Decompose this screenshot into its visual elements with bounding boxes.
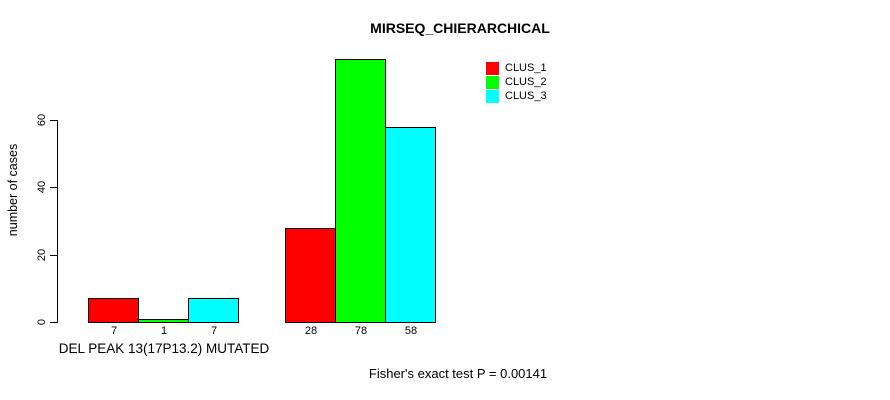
y-axis-tick-label: 20 xyxy=(36,248,48,262)
legend: CLUS_1 CLUS_2 CLUS_3 xyxy=(486,62,547,104)
bar-value-label: 58 xyxy=(404,325,418,337)
legend-swatch xyxy=(486,76,499,89)
y-axis-tick xyxy=(50,120,57,121)
y-axis-tick-label: 60 xyxy=(36,113,48,127)
y-axis-tick-label: 0 xyxy=(36,318,48,326)
legend-item: CLUS_1 xyxy=(486,62,547,75)
legend-swatch xyxy=(486,90,499,103)
bar-value-label: 7 xyxy=(110,325,118,337)
y-axis-tick xyxy=(50,322,57,323)
y-axis-tick xyxy=(50,187,57,188)
bar xyxy=(285,228,336,323)
legend-item: CLUS_2 xyxy=(486,76,547,89)
group-label: DEL PEAK 13(17P13.2) MUTATED xyxy=(58,341,270,356)
bar xyxy=(188,298,239,323)
legend-label: CLUS_3 xyxy=(505,90,547,102)
bar-value-label: 78 xyxy=(354,325,368,337)
y-axis-tick-label: 40 xyxy=(36,180,48,194)
y-axis-line xyxy=(57,120,58,323)
fisher-test-annotation: Fisher's exact test P = 0.00141 xyxy=(368,366,548,381)
bar xyxy=(88,298,139,323)
legend-item: CLUS_3 xyxy=(486,90,547,103)
chart-title: MIRSEQ_CHIERARCHICAL xyxy=(370,20,550,36)
bar-value-label: 7 xyxy=(210,325,218,337)
y-axis-label: number of cases xyxy=(6,143,20,237)
legend-swatch xyxy=(486,62,499,75)
bar-value-label: 28 xyxy=(304,325,318,337)
legend-label: CLUS_1 xyxy=(505,62,547,74)
bar xyxy=(335,59,386,323)
bar xyxy=(385,127,436,323)
bar-value-label: 1 xyxy=(160,325,168,337)
y-axis-tick xyxy=(50,255,57,256)
bar xyxy=(138,319,189,323)
legend-label: CLUS_2 xyxy=(505,76,547,88)
